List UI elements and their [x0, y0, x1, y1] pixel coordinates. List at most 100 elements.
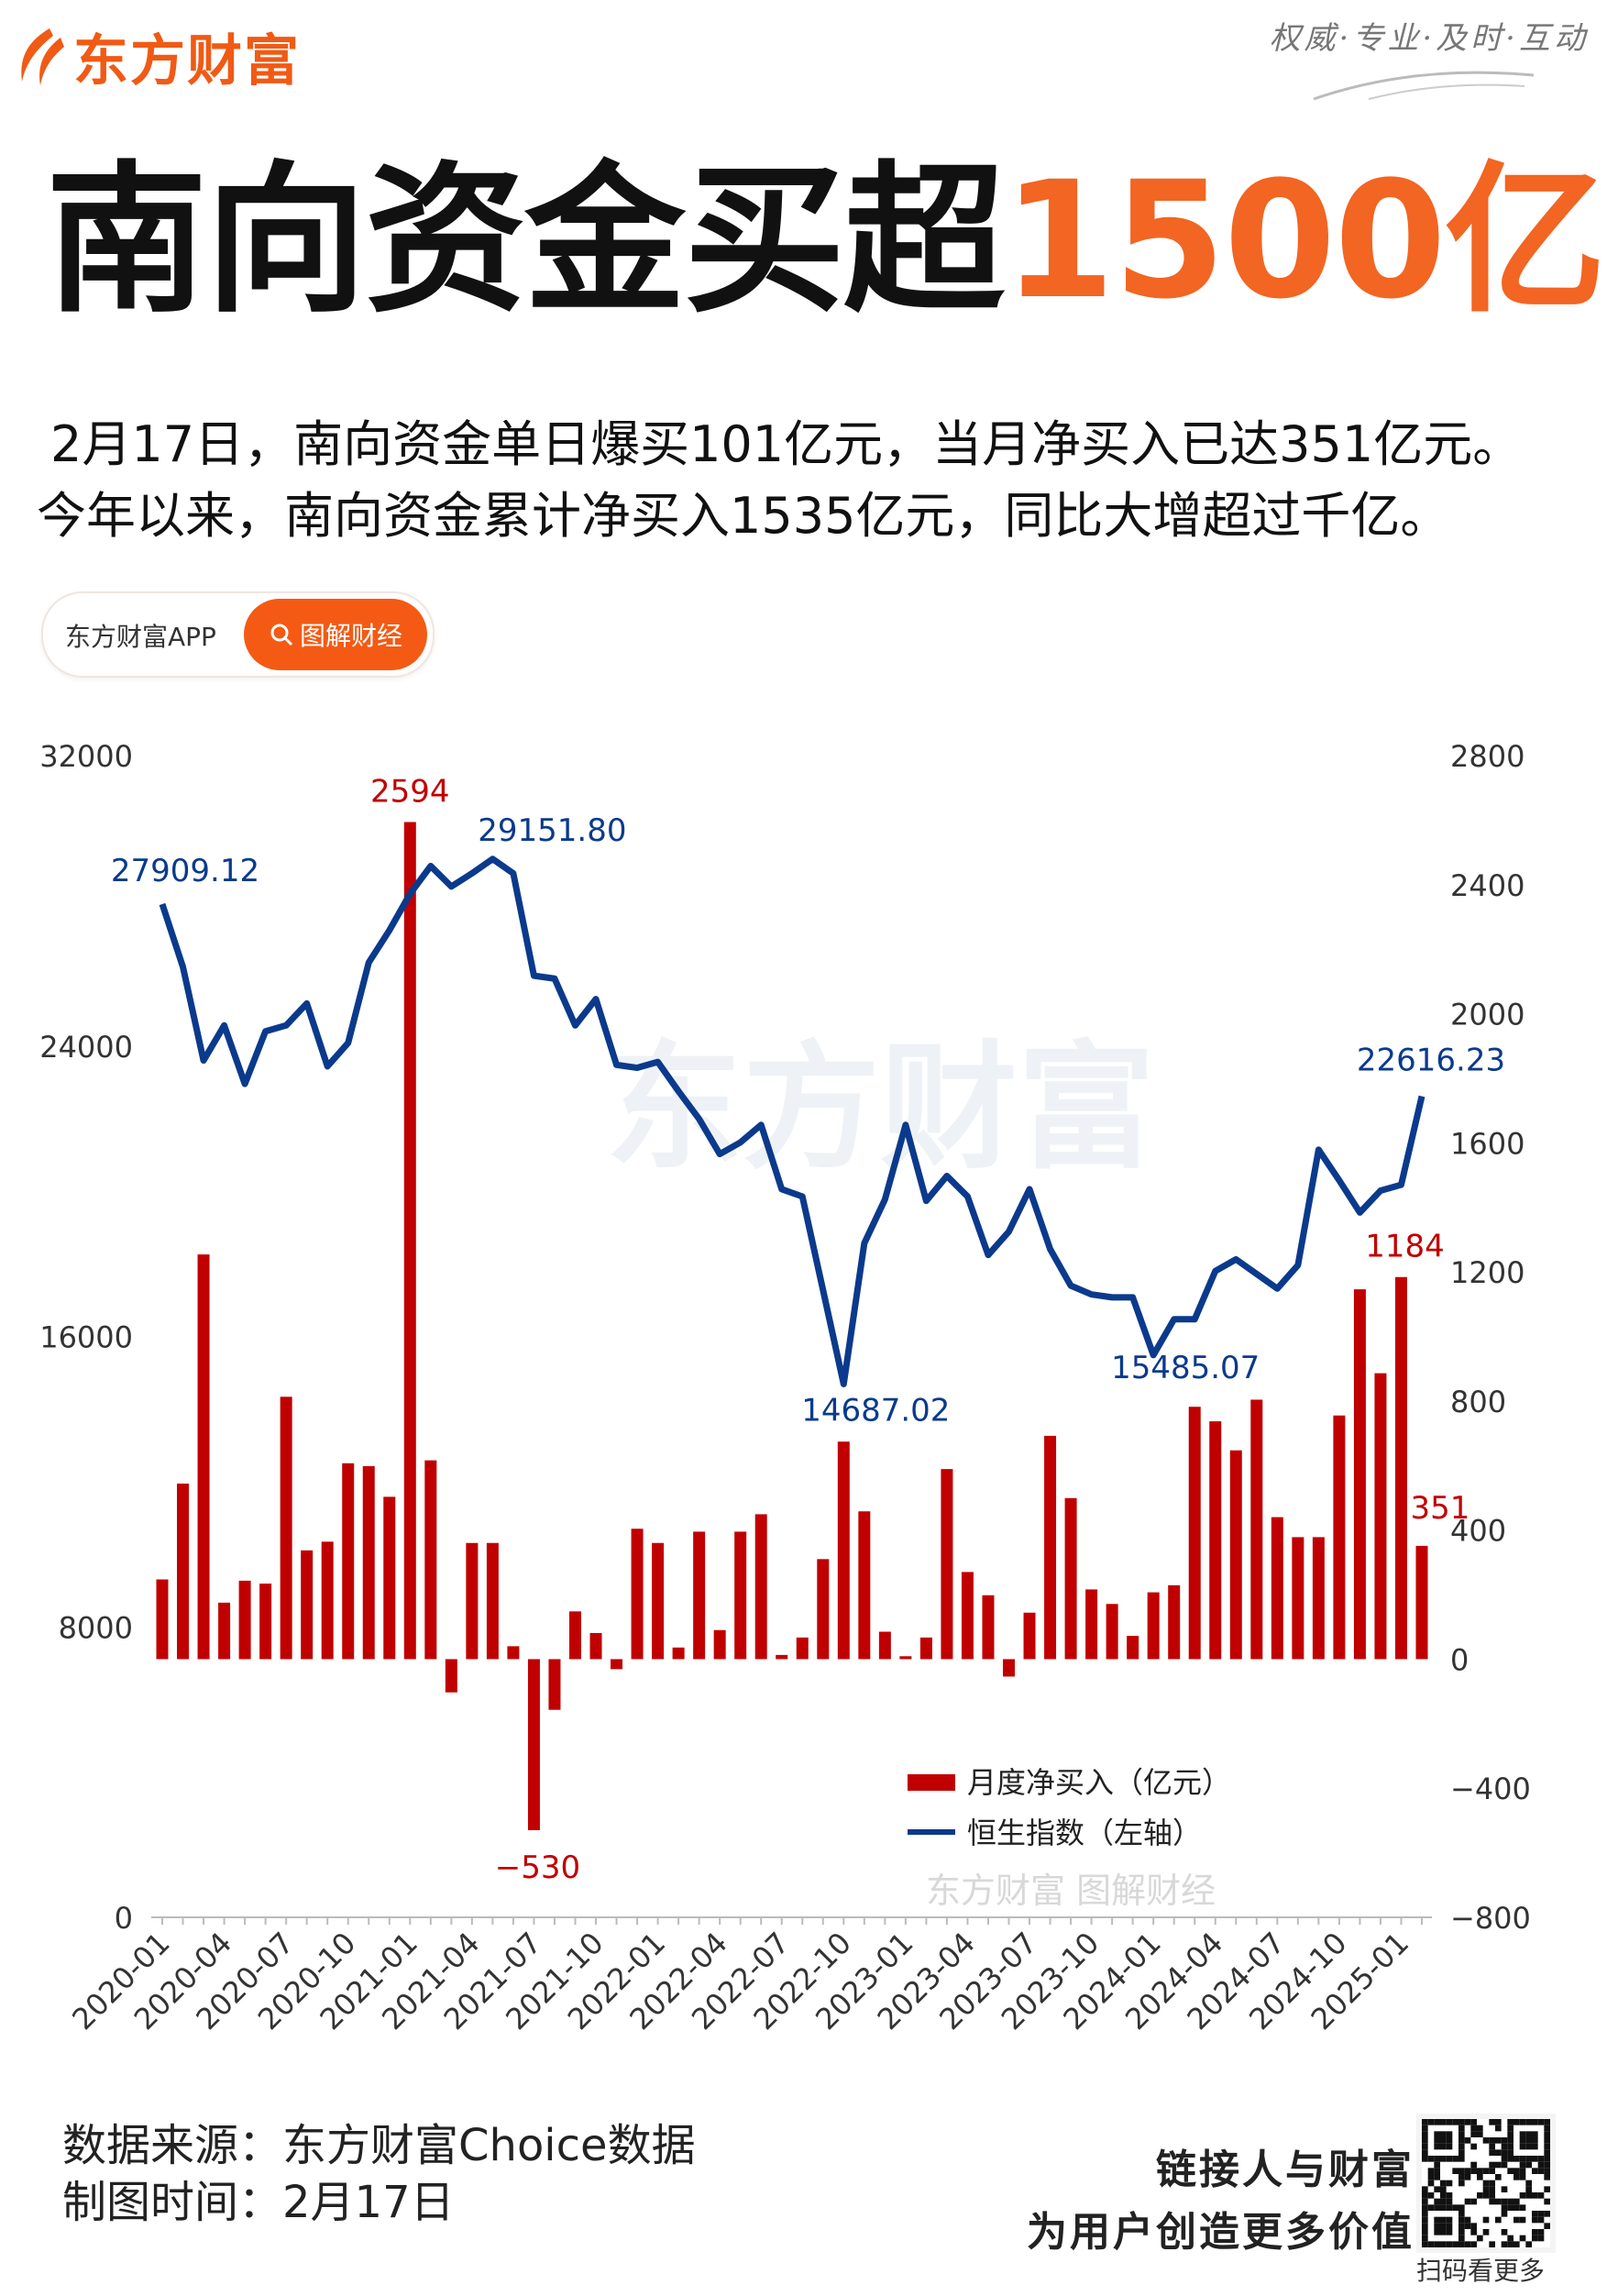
- bar-monthly-net-buy: [238, 1580, 251, 1660]
- bar-monthly-net-buy: [156, 1579, 169, 1660]
- bar-monthly-net-buy: [1374, 1373, 1387, 1660]
- bar-monthly-net-buy: [1003, 1659, 1016, 1677]
- headline-highlight: 1500亿: [1003, 147, 1606, 335]
- bar-monthly-net-buy: [1023, 1612, 1036, 1660]
- headline-main: 南向资金买超: [46, 147, 1005, 335]
- bar-monthly-net-buy: [878, 1631, 891, 1660]
- bar-monthly-net-buy: [548, 1659, 561, 1710]
- bar-monthly-net-buy: [734, 1531, 747, 1660]
- bar-monthly-net-buy: [754, 1514, 767, 1660]
- data-label: 14687.02: [801, 1392, 950, 1429]
- qr-caption: 扫码看更多: [1416, 2256, 1546, 2286]
- line-hang-seng-index: [159, 855, 1425, 1387]
- bar-monthly-net-buy: [776, 1654, 788, 1660]
- bar-monthly-net-buy: [1250, 1399, 1263, 1660]
- bar-monthly-net-buy: [177, 1483, 190, 1660]
- footer-slogan-1: 链接人与财富: [1156, 2147, 1414, 2193]
- bar-monthly-net-buy: [259, 1584, 272, 1660]
- bar-monthly-net-buy: [301, 1550, 314, 1660]
- left-axis-tick: 0: [115, 1901, 133, 1936]
- footer-slogan-2: 为用户创造更多价值: [1027, 2209, 1414, 2256]
- bar-monthly-net-buy: [527, 1659, 540, 1830]
- bar-monthly-net-buy: [1229, 1450, 1242, 1660]
- bar-monthly-net-buy: [1292, 1537, 1304, 1660]
- bar-monthly-net-buy: [424, 1460, 437, 1660]
- bar-monthly-net-buy: [403, 822, 416, 1660]
- left-axis-tick: 16000: [39, 1320, 133, 1355]
- bar-monthly-net-buy: [796, 1637, 809, 1660]
- bar-monthly-net-buy: [1209, 1421, 1222, 1660]
- bar-monthly-net-buy: [713, 1629, 726, 1660]
- right-axis-tick: 2400: [1450, 868, 1524, 903]
- app-label: 东方财富APP: [65, 622, 216, 652]
- right-axis-tick: −800: [1450, 1901, 1531, 1936]
- bar-monthly-net-buy: [1085, 1589, 1098, 1660]
- bar-monthly-net-buy: [1415, 1545, 1428, 1660]
- bar-monthly-net-buy: [837, 1441, 850, 1660]
- qr-code[interactable]: [1416, 2114, 1556, 2253]
- bar-monthly-net-buy: [631, 1529, 644, 1660]
- bar-monthly-net-buy: [507, 1646, 520, 1660]
- bar-monthly-net-buy: [280, 1396, 292, 1660]
- data-label: −530: [495, 1849, 580, 1886]
- watermark-small-text: 东方财富 图解财经: [926, 1871, 1216, 1911]
- right-axis-tick: 2800: [1450, 739, 1524, 774]
- bar-monthly-net-buy: [342, 1463, 355, 1660]
- data-label: 1184: [1365, 1229, 1445, 1265]
- bar-monthly-net-buy: [1044, 1435, 1057, 1660]
- bar-monthly-net-buy: [919, 1637, 932, 1660]
- subtitle-line-2: 今年以来，南向资金累计净买入1535亿元，同比大增超过千亿。: [37, 487, 1450, 545]
- chart-date: 制图时间：2月17日: [62, 2177, 455, 2228]
- bar-monthly-net-buy: [1168, 1584, 1181, 1660]
- swoosh-decoration-icon: [1313, 71, 1535, 101]
- data-label: 2594: [370, 774, 450, 811]
- left-axis-tick: 32000: [39, 739, 133, 774]
- left-axis-tick: 8000: [59, 1610, 133, 1645]
- brand-name: 东方财富: [73, 29, 301, 94]
- legend-label-bar: 月度净买入（亿元）: [967, 1765, 1231, 1800]
- infographic-button-label: 图解财经: [299, 621, 402, 651]
- left-axis-tick: 24000: [39, 1030, 133, 1065]
- legend-label-line: 恒生指数（左轴）: [967, 1816, 1202, 1850]
- infographic-button[interactable]: 图解财经: [244, 599, 427, 670]
- bar-monthly-net-buy: [466, 1542, 479, 1660]
- brand-logo: 东方财富: [13, 17, 301, 96]
- search-icon: [270, 624, 293, 646]
- bar-monthly-net-buy: [611, 1659, 623, 1670]
- bar-monthly-net-buy: [693, 1531, 706, 1660]
- bar-monthly-net-buy: [445, 1659, 457, 1693]
- data-label: 15485.07: [1111, 1350, 1260, 1386]
- bar-monthly-net-buy: [197, 1254, 210, 1660]
- bar-monthly-net-buy: [652, 1542, 665, 1660]
- right-axis-tick: 0: [1450, 1642, 1469, 1677]
- flame-logo-icon: [21, 28, 64, 85]
- legend-swatch-bar: [908, 1774, 955, 1791]
- brand-slogan: 权威·专业·及时·互动: [1269, 20, 1589, 57]
- data-source: 数据来源：东方财富Choice数据: [62, 2120, 696, 2171]
- app-pill[interactable]: 东方财富APP 图解财经: [41, 591, 435, 678]
- headline: 南向资金买超1500亿: [46, 160, 1606, 322]
- data-label: 351: [1411, 1490, 1470, 1527]
- right-axis-tick: 1200: [1450, 1255, 1524, 1290]
- data-label: 27909.12: [111, 853, 259, 889]
- right-axis-tick: −400: [1450, 1772, 1531, 1806]
- subtitle-line-1: 2月17日，南向资金单日爆买101亿元，当月净买入已达351亿元。: [50, 415, 1523, 473]
- bar-monthly-net-buy: [941, 1469, 953, 1660]
- right-axis-tick: 2000: [1450, 998, 1524, 1032]
- bar-monthly-net-buy: [817, 1559, 830, 1660]
- data-label: 22616.23: [1357, 1043, 1505, 1079]
- right-axis-tick: 400: [1450, 1514, 1506, 1549]
- bar-monthly-net-buy: [1312, 1537, 1325, 1660]
- bar-monthly-net-buy: [568, 1611, 581, 1660]
- bar-monthly-net-buy: [899, 1656, 912, 1660]
- bar-monthly-net-buy: [1147, 1592, 1160, 1660]
- data-label: 29151.80: [478, 812, 626, 849]
- bar-monthly-net-buy: [1188, 1407, 1201, 1660]
- bar-monthly-net-buy: [486, 1542, 499, 1660]
- bar-monthly-net-buy: [982, 1595, 995, 1660]
- right-axis-tick: 1600: [1450, 1126, 1524, 1161]
- bar-monthly-net-buy: [218, 1602, 231, 1660]
- bar-monthly-net-buy: [961, 1572, 974, 1660]
- bar-monthly-net-buy: [858, 1511, 871, 1660]
